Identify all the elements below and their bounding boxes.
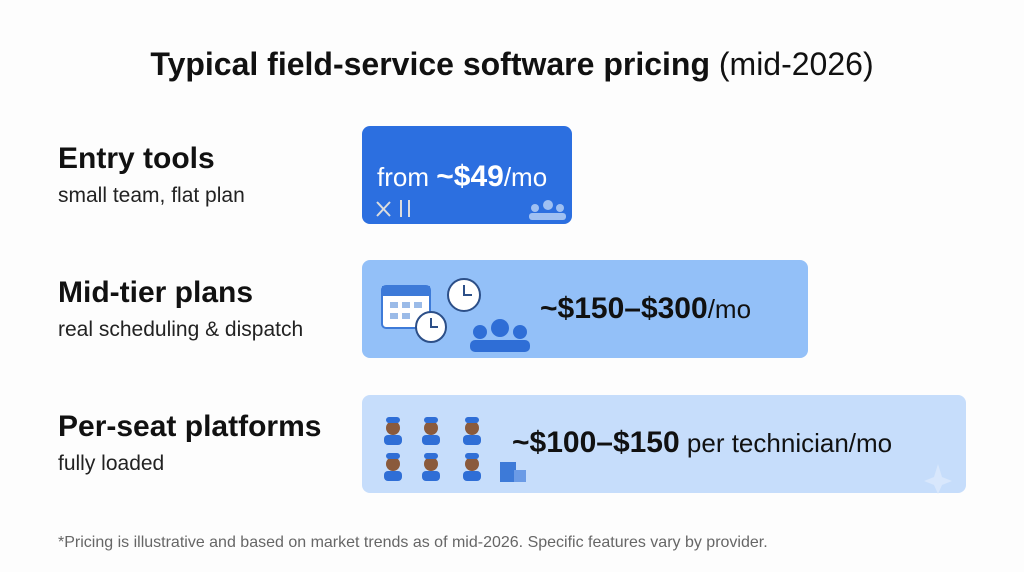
price-suffix: /mo [503,162,548,192]
row-label: Mid-tier plans [58,276,254,309]
price: ~$150–$300/mo [540,292,751,326]
team-icon [529,200,566,220]
price-value: ~$150–$300 [540,292,708,325]
technicians-icon [470,319,530,352]
price-bar [362,395,966,493]
title-main: Typical field-service software pricing [150,46,710,82]
price-value: ~$49 [436,160,504,193]
row-label: Entry tools [58,142,215,175]
title: Typical field-service software pricing (… [0,46,1024,83]
footnote: *Pricing is illustrative and based on ma… [58,534,768,551]
price: ~$100–$150 per technician/mo [512,426,892,460]
price-value: ~$100–$150 [512,426,680,459]
technicians-grid-icon [384,417,526,482]
clock-icon [415,278,481,343]
calendar-icon [381,285,431,329]
price-prefix: from [377,162,437,192]
price: from ~$49/mo [377,160,547,194]
tools-icon [376,200,410,217]
row-sublabel: real scheduling & dispatch [58,318,304,341]
title-suffix: (mid-2026) [718,46,874,82]
price-suffix: /mo [707,294,752,324]
row-sublabel: fully loaded [58,452,165,475]
sparkle-icon [924,464,952,494]
row-sublabel: small team, flat plan [58,184,245,207]
price-suffix: per technician/mo [679,428,893,458]
row-label: Per-seat platforms [58,410,322,443]
